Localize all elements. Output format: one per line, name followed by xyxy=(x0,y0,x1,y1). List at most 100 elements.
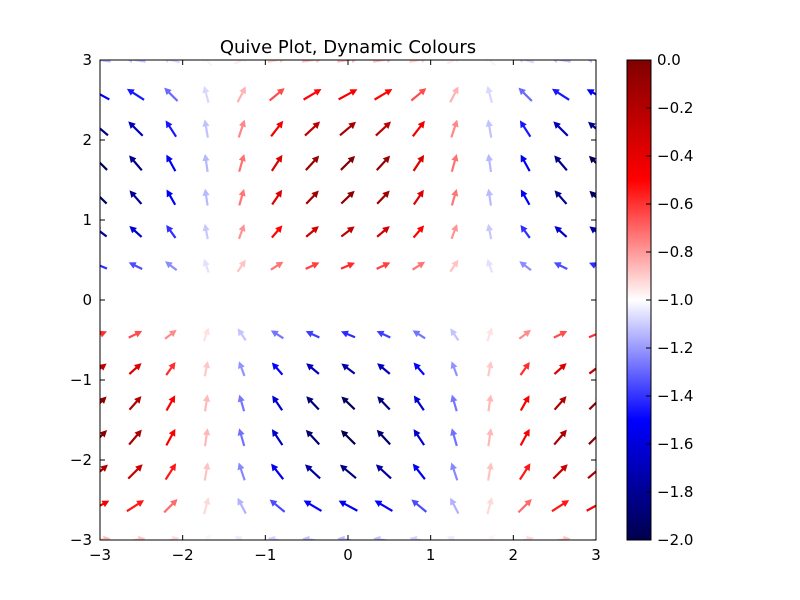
quiver-arrow-183 xyxy=(202,85,210,104)
quiver-arrow-167 xyxy=(165,120,178,138)
quiver-arrow-53 xyxy=(376,429,391,446)
quiver-arrow-80 xyxy=(271,362,284,376)
y-tick-label: 0 xyxy=(82,291,92,309)
quiver-arrow-40 xyxy=(450,462,459,481)
colorbar-tick-label: −1.8 xyxy=(657,483,693,501)
colorbar-tick-label: −0.4 xyxy=(657,147,693,165)
quiver-arrow-15 xyxy=(100,500,110,512)
quiver-arrow-140 xyxy=(271,189,283,206)
quiver-arrow-96 xyxy=(305,330,320,339)
quiver-arrow-185 xyxy=(268,88,285,102)
quiver-arrow-11 xyxy=(483,534,496,540)
quiver-arrow-34 xyxy=(237,462,246,481)
x-tick-label: −3 xyxy=(89,546,111,564)
y-tick-label: 3 xyxy=(82,51,92,69)
quiver-arrow-72 xyxy=(519,395,530,412)
quiver-arrow-3 xyxy=(200,534,212,540)
quiver-arrow-131 xyxy=(485,223,494,240)
quiver-arrow-65 xyxy=(272,395,284,411)
quiver-arrow-26 xyxy=(486,497,494,515)
quiver-arrow-117 xyxy=(519,261,532,272)
quiver-arrow-124 xyxy=(237,224,246,240)
quiver-arrow-70 xyxy=(450,394,458,412)
quiver-arrow-194 xyxy=(586,89,596,101)
quiver-arrow-137 xyxy=(166,189,177,206)
quiver-arrow-158 xyxy=(375,155,391,171)
colorbar-tick-label: −1.2 xyxy=(657,339,693,357)
quiver-arrow-43 xyxy=(552,464,568,480)
quiver-arrow-88 xyxy=(553,363,567,375)
quiver-arrow-151 xyxy=(129,155,143,172)
quiver-arrow-202 xyxy=(337,60,359,64)
quiver-arrow-20 xyxy=(269,499,286,513)
quiver-arrow-132 xyxy=(520,224,531,239)
quiver-arrow-188 xyxy=(373,89,393,101)
quiver-arrow-164 xyxy=(588,155,596,171)
quiver-arrow-186 xyxy=(303,89,322,101)
quiver-arrow-154 xyxy=(238,154,246,173)
colorbar-tick-label: 0.0 xyxy=(657,51,681,69)
quiver-arrow-123 xyxy=(202,223,210,240)
quiver-arrow-114 xyxy=(412,261,426,271)
quiver-arrow-37 xyxy=(339,464,357,480)
quiver-arrow-97 xyxy=(341,330,356,339)
quiver-arrow-18 xyxy=(202,497,211,515)
quiver-arrow-209 xyxy=(585,60,596,64)
quiver-arrow-130 xyxy=(450,224,458,240)
quiver-arrow-87 xyxy=(519,362,530,376)
quiver-arrow-13 xyxy=(550,535,571,540)
quiver-arrow-203 xyxy=(372,60,394,64)
quiver-arrow-36 xyxy=(304,464,321,480)
quiver-arrow-55 xyxy=(450,428,458,447)
quiver-arrow-62 xyxy=(165,395,176,412)
quiver-arrow-93 xyxy=(202,327,210,342)
quiver-arrow-33 xyxy=(203,462,211,481)
quiver-arrow-138 xyxy=(202,188,210,206)
colorbar-tick-label: −1.0 xyxy=(657,291,693,309)
quiver-arrow-144 xyxy=(412,189,424,206)
x-axis: −3 −2 −1 0 1 2 3 xyxy=(89,60,601,564)
quiver-arrow-84 xyxy=(413,362,425,376)
quiver-arrow-66 xyxy=(306,396,320,411)
quiver-arrow-101 xyxy=(486,327,494,342)
quiver-arrow-143 xyxy=(376,190,390,205)
quiver-arrow-176 xyxy=(485,119,493,138)
quiver-arrow-82 xyxy=(341,363,356,375)
y-tick-label: 1 xyxy=(82,211,92,229)
quiver-arrow-6 xyxy=(302,535,324,540)
quiver-arrow-127 xyxy=(340,226,355,238)
quiver-arrow-110 xyxy=(270,261,284,271)
quiver-arrow-60 xyxy=(100,396,107,411)
quiver-arrow-169 xyxy=(237,119,246,138)
quiver-arrow-108 xyxy=(202,258,210,273)
x-tick-label: 0 xyxy=(343,546,353,564)
quiver-arrow-181 xyxy=(126,88,145,101)
quiver-arrow-191 xyxy=(485,85,494,104)
quiver-arrow-64 xyxy=(237,394,246,412)
quiver-arrow-148 xyxy=(554,190,568,205)
quiver-arrow-193 xyxy=(551,88,570,101)
quiver-arrow-91 xyxy=(128,330,143,339)
quiver-arrow-10 xyxy=(447,536,463,540)
quiver-arrow-178 xyxy=(553,121,569,137)
quiver-arrow-112 xyxy=(340,262,355,270)
quiver-arrow-58 xyxy=(553,429,567,446)
quiver-arrow-103 xyxy=(553,330,568,339)
quiver-arrow-24 xyxy=(411,499,428,513)
quiver-arrow-71 xyxy=(486,394,494,412)
quiver-arrow-39 xyxy=(412,463,426,480)
quiver-arrow-200 xyxy=(267,60,287,64)
quiver-arrow-116 xyxy=(486,258,494,273)
quiver-arrow-95 xyxy=(270,330,284,340)
quiver-arrow-174 xyxy=(411,120,425,138)
quiver-arrow-107 xyxy=(165,261,178,272)
quiver-arrow-172 xyxy=(339,121,357,137)
quiver-arrow-49 xyxy=(237,428,246,447)
quiver-arrow-31 xyxy=(127,464,143,480)
quiver-arrow-0 xyxy=(100,535,111,540)
quiver-arrow-156 xyxy=(305,155,320,171)
colorbar-tick-label: −0.8 xyxy=(657,243,693,261)
quiver-arrow-142 xyxy=(340,190,355,205)
quiver-arrow-197 xyxy=(162,60,180,64)
